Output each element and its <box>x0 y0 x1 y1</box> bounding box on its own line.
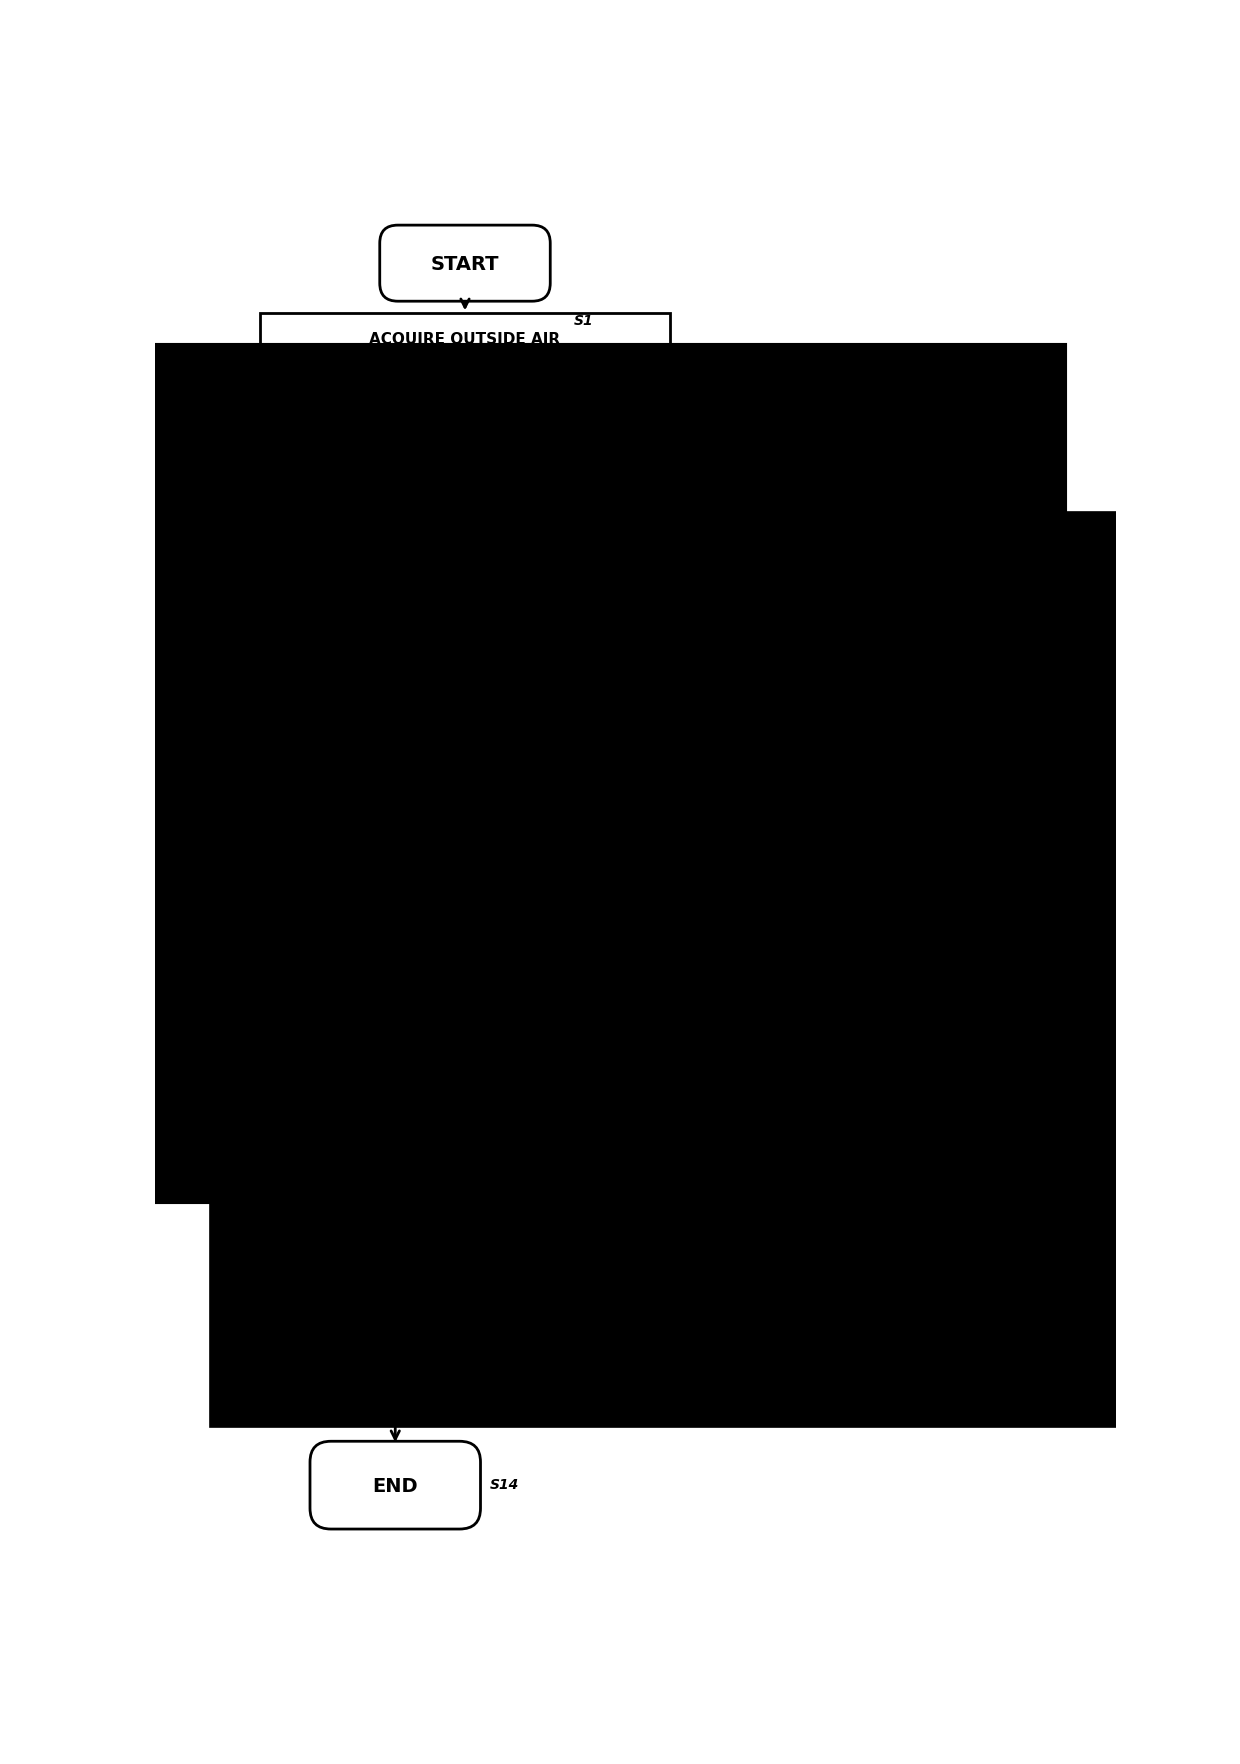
Text: (HEAT ACCUMULATION: (HEAT ACCUMULATION <box>838 704 971 716</box>
Text: (Tm<Ta<Tr): (Tm<Ta<Tr) <box>895 930 972 942</box>
Text: S14: S14 <box>490 1478 520 1492</box>
Bar <box>248 1335 543 1397</box>
Text: YES: YES <box>838 691 868 706</box>
Bar <box>180 983 386 1102</box>
Text: CONNECTION
TO POWER PLUG
PRESENT?: CONNECTION TO POWER PLUG PRESENT? <box>330 663 460 714</box>
Text: NO: NO <box>341 746 365 760</box>
Bar <box>490 836 696 926</box>
Text: S2: S2 <box>573 422 593 436</box>
Text: INCLUDING SURPLUS
AMOUNT SPARED FOR
HEATING REFRIGERANT
Q= Qm+Qa+Qr: INCLUDING SURPLUS AMOUNT SPARED FOR HEAT… <box>831 1011 1006 1074</box>
Text: S1: S1 <box>573 314 593 328</box>
Bar <box>237 526 693 607</box>
Text: SET TARGET
TEMPERATURE OF
BATTERY TO Ta: SET TARGET TEMPERATURE OF BATTERY TO Ta <box>523 856 663 907</box>
Bar <box>816 983 1021 1102</box>
Text: PERFORMANCE
OF HEAT PUMP
DECLINED?: PERFORMANCE OF HEAT PUMP DECLINED? <box>661 695 780 744</box>
Text: S8: S8 <box>445 840 465 852</box>
Bar <box>259 314 671 383</box>
Text: S10: S10 <box>1016 840 1044 852</box>
Text: S11: S11 <box>1016 984 1044 998</box>
Text: SET BATTERY HEAT
AMOUNT Q TO OPTIMUM
HEAT AMOUNT FOR
BATTERY CHARGING
Q= Qm+Qa: SET BATTERY HEAT AMOUNT Q TO OPTIMUM HEA… <box>501 1004 684 1083</box>
Text: YES: YES <box>507 663 537 677</box>
Text: PERFORM HEATING: PERFORM HEATING <box>314 1358 477 1374</box>
Text: ACQUIRE CURRENT BATTERY
TEMPERATURE (Tb): ACQUIRE CURRENT BATTERY TEMPERATURE (Tb) <box>343 439 587 473</box>
Bar <box>490 983 696 1102</box>
Text: NO: NO <box>662 766 686 780</box>
Text: SET BATTERY HEAT
AMOUNT Q TO MINIMUM
AMOUNT REQUIRED
TO DRIVE VEHICLE
Q= Qm: SET BATTERY HEAT AMOUNT Q TO MINIMUM AMO… <box>191 1004 374 1083</box>
Text: S3: S3 <box>621 526 641 538</box>
Text: CALCULATE HEATING RATE
q OF ELECTRIC HEATER
q= (Q–z)/t1: CALCULATE HEATING RATE q OF ELECTRIC HEA… <box>291 1203 498 1252</box>
Text: (HEAT ACCUMULATION: (HEAT ACCUMULATION <box>706 780 838 794</box>
Text: CALCULATE HEAT-UP TIME (t1)
(t1= STARTING TIME OF USING VEHICLE
– STARTING TIME : CALCULATE HEAT-UP TIME (t1) (t1= STARTIN… <box>309 542 621 591</box>
Bar <box>259 422 671 490</box>
Text: SET TARGET
TEMPERATURE OF
BATTERY TO Tr: SET TARGET TEMPERATURE OF BATTERY TO Tr <box>848 856 988 907</box>
Text: S6: S6 <box>387 984 407 998</box>
Bar <box>248 1182 543 1274</box>
Bar <box>816 836 1021 926</box>
Text: S4: S4 <box>456 646 475 660</box>
Text: S9: S9 <box>693 984 713 998</box>
Text: S12: S12 <box>474 1184 503 1196</box>
Bar <box>180 836 386 926</box>
Text: S5: S5 <box>387 840 407 852</box>
Text: SET TARGET
TEMPERATURE OF
BATTERY TO Tm: SET TARGET TEMPERATURE OF BATTERY TO Tm <box>213 856 353 907</box>
Text: ACQUIRE OUTSIDE AIR
TEMPERATURE (To): ACQUIRE OUTSIDE AIR TEMPERATURE (To) <box>370 332 560 365</box>
Text: END: END <box>372 1476 418 1494</box>
Text: NECESSARY): NECESSARY) <box>838 718 913 730</box>
Text: UNNECESSARY): UNNECESSARY) <box>706 794 796 808</box>
Text: S13: S13 <box>476 1334 506 1348</box>
Text: S7: S7 <box>787 679 807 693</box>
Text: START: START <box>430 254 500 273</box>
